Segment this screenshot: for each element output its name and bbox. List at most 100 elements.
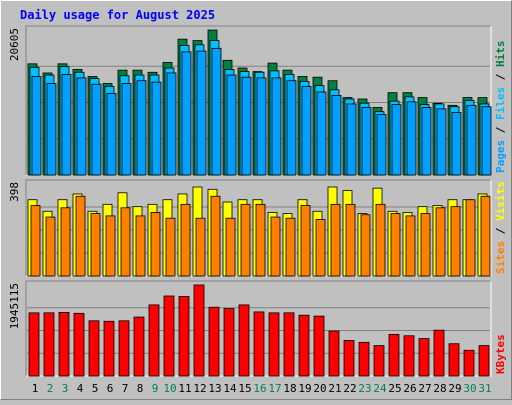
legend: KBytes <box>494 334 507 374</box>
plot-border-dark <box>25 179 491 276</box>
legend-visits: Visits <box>494 181 507 221</box>
x-tick-label: 18 <box>283 382 296 395</box>
legend-pages: Pages <box>494 140 507 173</box>
x-tick-label: 28 <box>433 382 446 395</box>
panel-kbytes: 1945115 KBytes <box>8 280 507 377</box>
bar-kbytes-day-17 <box>268 312 280 377</box>
plot-border-dark <box>25 280 491 376</box>
x-tick-label: 15 <box>238 382 251 395</box>
bar-sites-day-20 <box>315 218 326 277</box>
bar-sites-day-3 <box>60 207 71 277</box>
x-tick-label: 5 <box>92 382 99 395</box>
bar-kbytes-day-16 <box>253 311 265 377</box>
bar-pages-day-4 <box>76 77 87 176</box>
bar-sites-day-19 <box>300 205 311 277</box>
bar-pages-day-15 <box>241 76 252 176</box>
x-tick-label: 25 <box>388 382 401 395</box>
bar-kbytes-day-31 <box>478 345 490 377</box>
x-tick-label: 20 <box>313 382 326 395</box>
bar-kbytes-day-8 <box>133 316 145 377</box>
bar-pages-day-29 <box>451 111 462 176</box>
x-tick-label: 13 <box>208 382 221 395</box>
legend-hits: Hits <box>494 41 507 68</box>
bar-pages-day-17 <box>271 77 282 176</box>
bar-pages-day-24 <box>376 114 387 176</box>
bar-sites-day-6 <box>105 215 116 277</box>
x-tick-label: 31 <box>478 382 491 395</box>
panel-visits-sites: 398 Sites / Visits <box>8 179 507 277</box>
bar-pages-day-26 <box>406 101 417 176</box>
x-tick-label: 11 <box>178 382 191 395</box>
bar-sites-day-18 <box>285 217 296 277</box>
bar-kbytes-day-19 <box>298 314 310 377</box>
bar-sites-day-7 <box>120 207 131 277</box>
bar-kbytes-day-28 <box>433 329 445 377</box>
bar-sites-day-17 <box>270 216 281 277</box>
bar-sites-day-4 <box>75 195 86 277</box>
bar-pages-day-10 <box>166 72 177 176</box>
bar-kbytes-day-14 <box>223 308 235 377</box>
bar-pages-day-27 <box>421 107 432 176</box>
bar-sites-day-13 <box>210 195 221 277</box>
bar-sites-day-5 <box>90 213 101 277</box>
x-tick-label: 23 <box>358 382 371 395</box>
bar-pages-day-28 <box>436 108 447 176</box>
bar-pages-day-5 <box>91 83 102 176</box>
legend-separator: / <box>494 67 507 87</box>
bar-sites-day-9 <box>150 212 161 277</box>
bar-kbytes-day-21 <box>328 330 340 377</box>
bar-pages-day-19 <box>301 85 312 176</box>
x-tick-label: 2 <box>47 382 54 395</box>
bar-sites-day-8 <box>135 215 146 277</box>
bar-sites-day-1 <box>30 205 41 277</box>
legend-separator: / <box>494 120 507 140</box>
bar-kbytes-day-20 <box>313 315 325 377</box>
bar-sites-day-23 <box>360 214 371 277</box>
bar-pages-day-1 <box>31 76 42 176</box>
bar-kbytes-day-25 <box>388 333 400 377</box>
bar-pages-day-21 <box>331 95 342 176</box>
x-tick-label: 19 <box>298 382 311 395</box>
plot-border-dark <box>25 25 491 175</box>
bar-sites-day-28 <box>435 207 446 277</box>
bar-sites-day-31 <box>480 195 491 277</box>
bar-kbytes-day-6 <box>103 320 115 377</box>
x-tick-label: 30 <box>463 382 476 395</box>
x-tick-label: 21 <box>328 382 341 395</box>
legend: Pages / Files / Hits <box>494 41 507 174</box>
bar-sites-day-12 <box>195 217 206 277</box>
bar-sites-day-27 <box>420 213 431 277</box>
x-tick-label: 12 <box>193 382 206 395</box>
bar-kbytes-day-3 <box>58 311 70 377</box>
bar-pages-day-11 <box>181 51 192 176</box>
bar-sites-day-2 <box>45 216 56 277</box>
bar-pages-day-8 <box>136 80 147 176</box>
bar-kbytes-day-23 <box>358 341 370 377</box>
bar-kbytes-day-26 <box>403 335 415 377</box>
bar-pages-day-2 <box>46 83 57 176</box>
bar-pages-day-30 <box>466 104 477 176</box>
x-tick-label: 22 <box>343 382 356 395</box>
bar-pages-day-14 <box>226 74 237 176</box>
bar-sites-day-24 <box>375 203 386 277</box>
x-tick-label: 14 <box>223 382 237 395</box>
bar-kbytes-day-10 <box>163 295 175 377</box>
y-max-label: 398 <box>8 182 21 202</box>
bar-pages-day-6 <box>106 92 117 176</box>
x-tick-label: 7 <box>122 382 129 395</box>
bar-sites-day-26 <box>405 215 416 277</box>
bar-kbytes-day-18 <box>283 312 295 377</box>
bar-pages-day-20 <box>316 91 327 176</box>
bar-pages-day-23 <box>361 107 372 176</box>
bar-kbytes-day-5 <box>88 320 100 377</box>
bar-sites-day-22 <box>345 203 356 277</box>
bar-pages-day-18 <box>286 80 297 176</box>
bar-kbytes-day-1 <box>28 312 40 377</box>
x-tick-label: 27 <box>418 382 431 395</box>
bar-pages-day-25 <box>391 104 402 176</box>
series-pages <box>31 47 492 176</box>
x-tick-label: 26 <box>403 382 416 395</box>
